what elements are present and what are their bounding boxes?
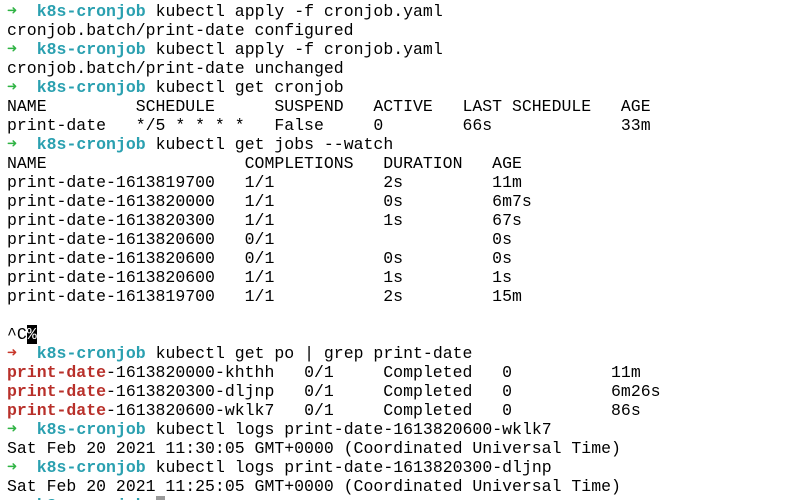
- prompt-arrow: ➜: [7, 496, 17, 500]
- grep-match: print-date: [7, 363, 107, 382]
- prompt-line: ➜ k8s-cronjob kubectl get cronjob: [7, 78, 800, 97]
- terminal-line: [7, 306, 800, 325]
- output-text: -1613820000-khthh 0/1 Completed 0 11m: [106, 363, 641, 382]
- output-line: cronjob.batch/print-date configured: [7, 21, 800, 40]
- output-text: print-date-1613820600 0/1 0s: [7, 230, 512, 249]
- prompt-directory: k8s-cronjob: [36, 458, 146, 477]
- grep-result-line: print-date-1613820600-wklk7 0/1 Complete…: [7, 401, 800, 420]
- prompt-directory: k8s-cronjob: [37, 496, 146, 500]
- prompt-directory: k8s-cronjob: [36, 78, 146, 97]
- prompt-directory: k8s-cronjob: [36, 344, 146, 363]
- prompt-arrow: ➜: [7, 458, 17, 477]
- prompt-directory: k8s-cronjob: [36, 420, 146, 439]
- command: kubectl get po | grep print-date: [155, 344, 473, 363]
- output-text: -1613820300-dljnp 0/1 Completed 0 6m26s: [106, 382, 661, 401]
- output-line: print-date-1613820600 1/1 1s 1s: [7, 268, 800, 287]
- eol-mark: %: [26, 325, 37, 344]
- output-text: Sat Feb 20 2021 11:30:05 GMT+0000 (Coord…: [7, 439, 621, 458]
- grep-match: print-date: [7, 382, 107, 401]
- output-line: ^C%: [7, 325, 800, 344]
- output-line: Sat Feb 20 2021 11:30:05 GMT+0000 (Coord…: [7, 439, 800, 458]
- prompt-arrow: ➜: [7, 344, 17, 363]
- prompt-directory: k8s-cronjob: [36, 135, 146, 154]
- output-text: print-date-1613820000 1/1 0s 6m7s: [7, 192, 532, 211]
- prompt-line: ➜ k8s-cronjob kubectl apply -f cronjob.y…: [7, 40, 800, 59]
- output-line: print-date-1613820300 1/1 1s 67s: [7, 211, 800, 230]
- output-text: ^C: [7, 325, 27, 344]
- output-text: cronjob.batch/print-date unchanged: [7, 59, 344, 78]
- cursor: [155, 496, 165, 500]
- prompt-line: ➜ k8s-cronjob kubectl logs print-date-16…: [7, 420, 800, 439]
- output-line: print-date-1613819700 1/1 2s 11m: [7, 173, 800, 192]
- prompt-line: ➜ k8s-cronjob: [7, 496, 800, 500]
- command: kubectl get cronjob: [155, 78, 344, 97]
- output-line: print-date-1613820000 1/1 0s 6m7s: [7, 192, 800, 211]
- prompt-arrow: ➜: [7, 40, 17, 59]
- prompt-arrow: ➜: [7, 135, 17, 154]
- output-line: print-date-1613820600 0/1 0s: [7, 230, 800, 249]
- prompt-arrow: ➜: [7, 2, 17, 21]
- output-text: Sat Feb 20 2021 11:25:05 GMT+0000 (Coord…: [7, 477, 621, 496]
- prompt-line: ➜ k8s-cronjob kubectl get po | grep prin…: [7, 344, 800, 363]
- output-line: Sat Feb 20 2021 11:25:05 GMT+0000 (Coord…: [7, 477, 800, 496]
- prompt-line: ➜ k8s-cronjob kubectl get jobs --watch: [7, 135, 800, 154]
- output-line: print-date-1613820600 0/1 0s 0s: [7, 249, 800, 268]
- prompt-line: ➜ k8s-cronjob kubectl logs print-date-16…: [7, 458, 800, 477]
- command: kubectl get jobs --watch: [155, 135, 394, 154]
- prompt-arrow: ➜: [7, 78, 17, 97]
- output-text: print-date-1613819700 1/1 2s 15m: [7, 287, 522, 306]
- command: kubectl apply -f cronjob.yaml: [155, 2, 443, 21]
- output-line: cronjob.batch/print-date unchanged: [7, 59, 800, 78]
- output-line: NAME SCHEDULE SUSPEND ACTIVE LAST SCHEDU…: [7, 97, 800, 116]
- output-line: NAME COMPLETIONS DURATION AGE: [7, 154, 800, 173]
- output-text: NAME COMPLETIONS DURATION AGE: [7, 154, 522, 173]
- prompt-directory: k8s-cronjob: [36, 2, 146, 21]
- output-text: cronjob.batch/print-date configured: [7, 21, 354, 40]
- grep-result-line: print-date-1613820300-dljnp 0/1 Complete…: [7, 382, 800, 401]
- output-line: print-date-1613819700 1/1 2s 15m: [7, 287, 800, 306]
- grep-match: print-date: [7, 401, 107, 420]
- output-text: print-date-1613820300 1/1 1s 67s: [7, 211, 522, 230]
- command: kubectl logs print-date-1613820600-wklk7: [155, 420, 552, 439]
- command: kubectl logs print-date-1613820300-dljnp: [155, 458, 552, 477]
- grep-result-line: print-date-1613820000-khthh 0/1 Complete…: [7, 363, 800, 382]
- output-line: print-date */5 * * * * False 0 66s 33m: [7, 116, 800, 135]
- output-text: NAME SCHEDULE SUSPEND ACTIVE LAST SCHEDU…: [7, 97, 651, 116]
- prompt-directory: k8s-cronjob: [36, 40, 146, 59]
- prompt-line: ➜ k8s-cronjob kubectl apply -f cronjob.y…: [7, 2, 800, 21]
- output-text: print-date-1613819700 1/1 2s 11m: [7, 173, 522, 192]
- command: kubectl apply -f cronjob.yaml: [155, 40, 443, 59]
- prompt-arrow: ➜: [7, 420, 17, 439]
- output-text: -1613820600-wklk7 0/1 Completed 0 86s: [106, 401, 641, 420]
- output-text: print-date */5 * * * * False 0 66s 33m: [7, 116, 651, 135]
- output-text: print-date-1613820600 0/1 0s 0s: [7, 249, 512, 268]
- output-text: print-date-1613820600 1/1 1s 1s: [7, 268, 512, 287]
